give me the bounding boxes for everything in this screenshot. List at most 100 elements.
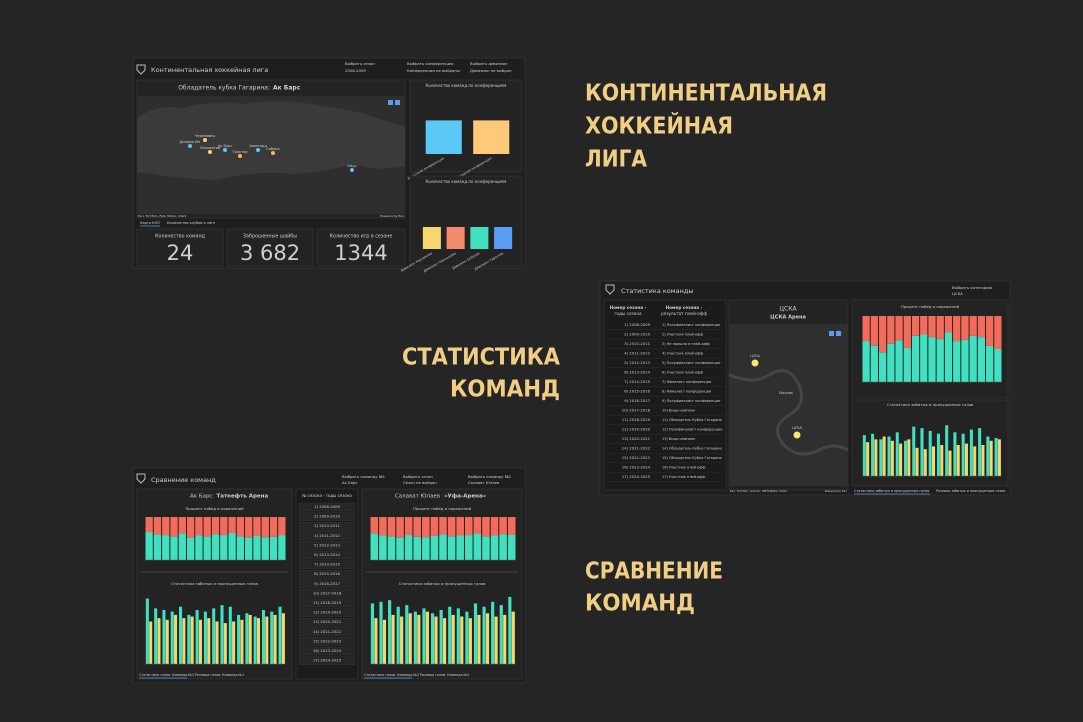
bar-segment xyxy=(920,334,928,382)
label: результат плей-офф xyxy=(661,311,707,316)
bar xyxy=(482,606,486,664)
bar xyxy=(448,606,452,664)
season-row xyxy=(298,522,356,531)
map-point xyxy=(238,154,242,158)
bar xyxy=(422,227,441,249)
bar-segment xyxy=(186,517,195,538)
bar-segment xyxy=(944,316,953,333)
label: Салават Юлаев xyxy=(395,494,440,500)
season-row xyxy=(298,618,356,627)
table-cell: 5) Полуфиналист конференции xyxy=(662,361,720,365)
bar xyxy=(879,439,883,476)
bar xyxy=(508,596,512,664)
label: Номер сезона - xyxy=(666,305,703,310)
chart-title: Процент побед и поражений xyxy=(901,304,960,309)
bar xyxy=(273,614,277,664)
label: Выбрать сезон xyxy=(345,61,375,66)
label: ЦСКА xyxy=(952,291,963,296)
label: Ак Барс xyxy=(273,85,301,92)
season-item: 14) 2021-2022 xyxy=(313,629,342,634)
bar-segment xyxy=(203,517,211,537)
chart-title: Процент побед и поражений xyxy=(413,506,472,511)
bar-segment xyxy=(220,517,228,536)
bar xyxy=(477,614,481,664)
bar xyxy=(494,616,498,664)
bar-segment xyxy=(269,536,278,560)
kpi-label: Заброшенные шайбы xyxy=(243,233,297,240)
bar-segment xyxy=(236,536,245,560)
table-cell: 6) Участник плей-офф xyxy=(662,371,703,375)
bar xyxy=(981,445,985,476)
bar xyxy=(165,619,169,664)
bar xyxy=(212,608,216,664)
bar-segment xyxy=(387,517,396,537)
table-cell: 13) 2020-2021 xyxy=(622,436,651,441)
bar-segment xyxy=(944,332,953,382)
bar-segment xyxy=(396,517,404,538)
kpi-value: 1344 xyxy=(334,241,387,265)
map-label: ЦСКА xyxy=(750,354,760,358)
bar xyxy=(899,443,903,476)
season-row xyxy=(298,589,356,598)
map-point xyxy=(188,144,192,148)
table-cell: 10) 2017-2018 xyxy=(622,408,651,413)
bar-segment xyxy=(499,517,507,535)
map-control xyxy=(836,331,841,336)
bar xyxy=(405,605,409,664)
bar xyxy=(149,621,153,664)
heading: ХОККЕЙНАЯ xyxy=(585,112,733,140)
bar-segment xyxy=(870,345,878,382)
table-cell: 12) Полуфиналист конференции xyxy=(662,428,723,432)
season-item: 9) 2016-2017 xyxy=(314,581,340,586)
bar xyxy=(890,440,894,476)
bar-segment xyxy=(862,316,870,342)
bar xyxy=(511,611,515,664)
bar-segment xyxy=(977,337,986,382)
season-item: 1) 2008-2009 xyxy=(314,504,340,509)
season-row xyxy=(298,656,356,665)
bar-segment xyxy=(413,517,422,537)
season-item: 3) 2010-2011 xyxy=(314,523,340,528)
label: Ак Барс xyxy=(342,480,358,485)
bar-segment xyxy=(162,535,170,560)
bar-segment xyxy=(447,517,456,537)
bar xyxy=(281,613,285,664)
bar xyxy=(499,605,503,664)
bar-segment xyxy=(228,517,236,533)
bar xyxy=(443,618,447,664)
map-point xyxy=(256,148,260,152)
season-item: 13) 2020-2021 xyxy=(313,619,342,624)
bar xyxy=(940,445,944,476)
bar xyxy=(907,439,911,476)
bar-segment xyxy=(911,316,920,336)
bar-segment xyxy=(986,345,994,382)
bar-segment xyxy=(473,533,482,560)
bar xyxy=(912,426,916,476)
bar-segment xyxy=(404,517,413,536)
bar-segment xyxy=(994,316,1002,349)
bar-segment xyxy=(220,535,228,560)
kpi-label: Количество команд xyxy=(155,234,206,240)
season-item: 5) 2012-2013 xyxy=(314,542,340,547)
bar xyxy=(145,598,149,664)
bar-segment xyxy=(456,517,464,536)
season-item: 12) 2019-2020 xyxy=(313,610,342,615)
tab: Разница голов. Команда №1 xyxy=(195,673,244,677)
bar-segment xyxy=(994,349,1002,382)
table-cell: 10) Вице-чемпион xyxy=(662,409,695,413)
bar xyxy=(446,227,465,249)
bar-segment xyxy=(422,537,430,560)
bar xyxy=(256,618,261,664)
label: Выбрать сезон xyxy=(403,474,433,479)
bar xyxy=(904,440,908,476)
label: Выбрать команду №1 xyxy=(342,474,386,479)
bar-segment xyxy=(387,536,396,560)
tab: Разница забитых и пропущенных голов xyxy=(936,489,1005,493)
bar xyxy=(270,611,274,664)
bar-segment xyxy=(396,537,404,560)
river xyxy=(728,369,849,456)
bar-segment xyxy=(439,534,447,560)
bar xyxy=(485,613,490,664)
table-cell: 12) 2019-2020 xyxy=(622,427,651,432)
bar-segment xyxy=(447,536,456,560)
